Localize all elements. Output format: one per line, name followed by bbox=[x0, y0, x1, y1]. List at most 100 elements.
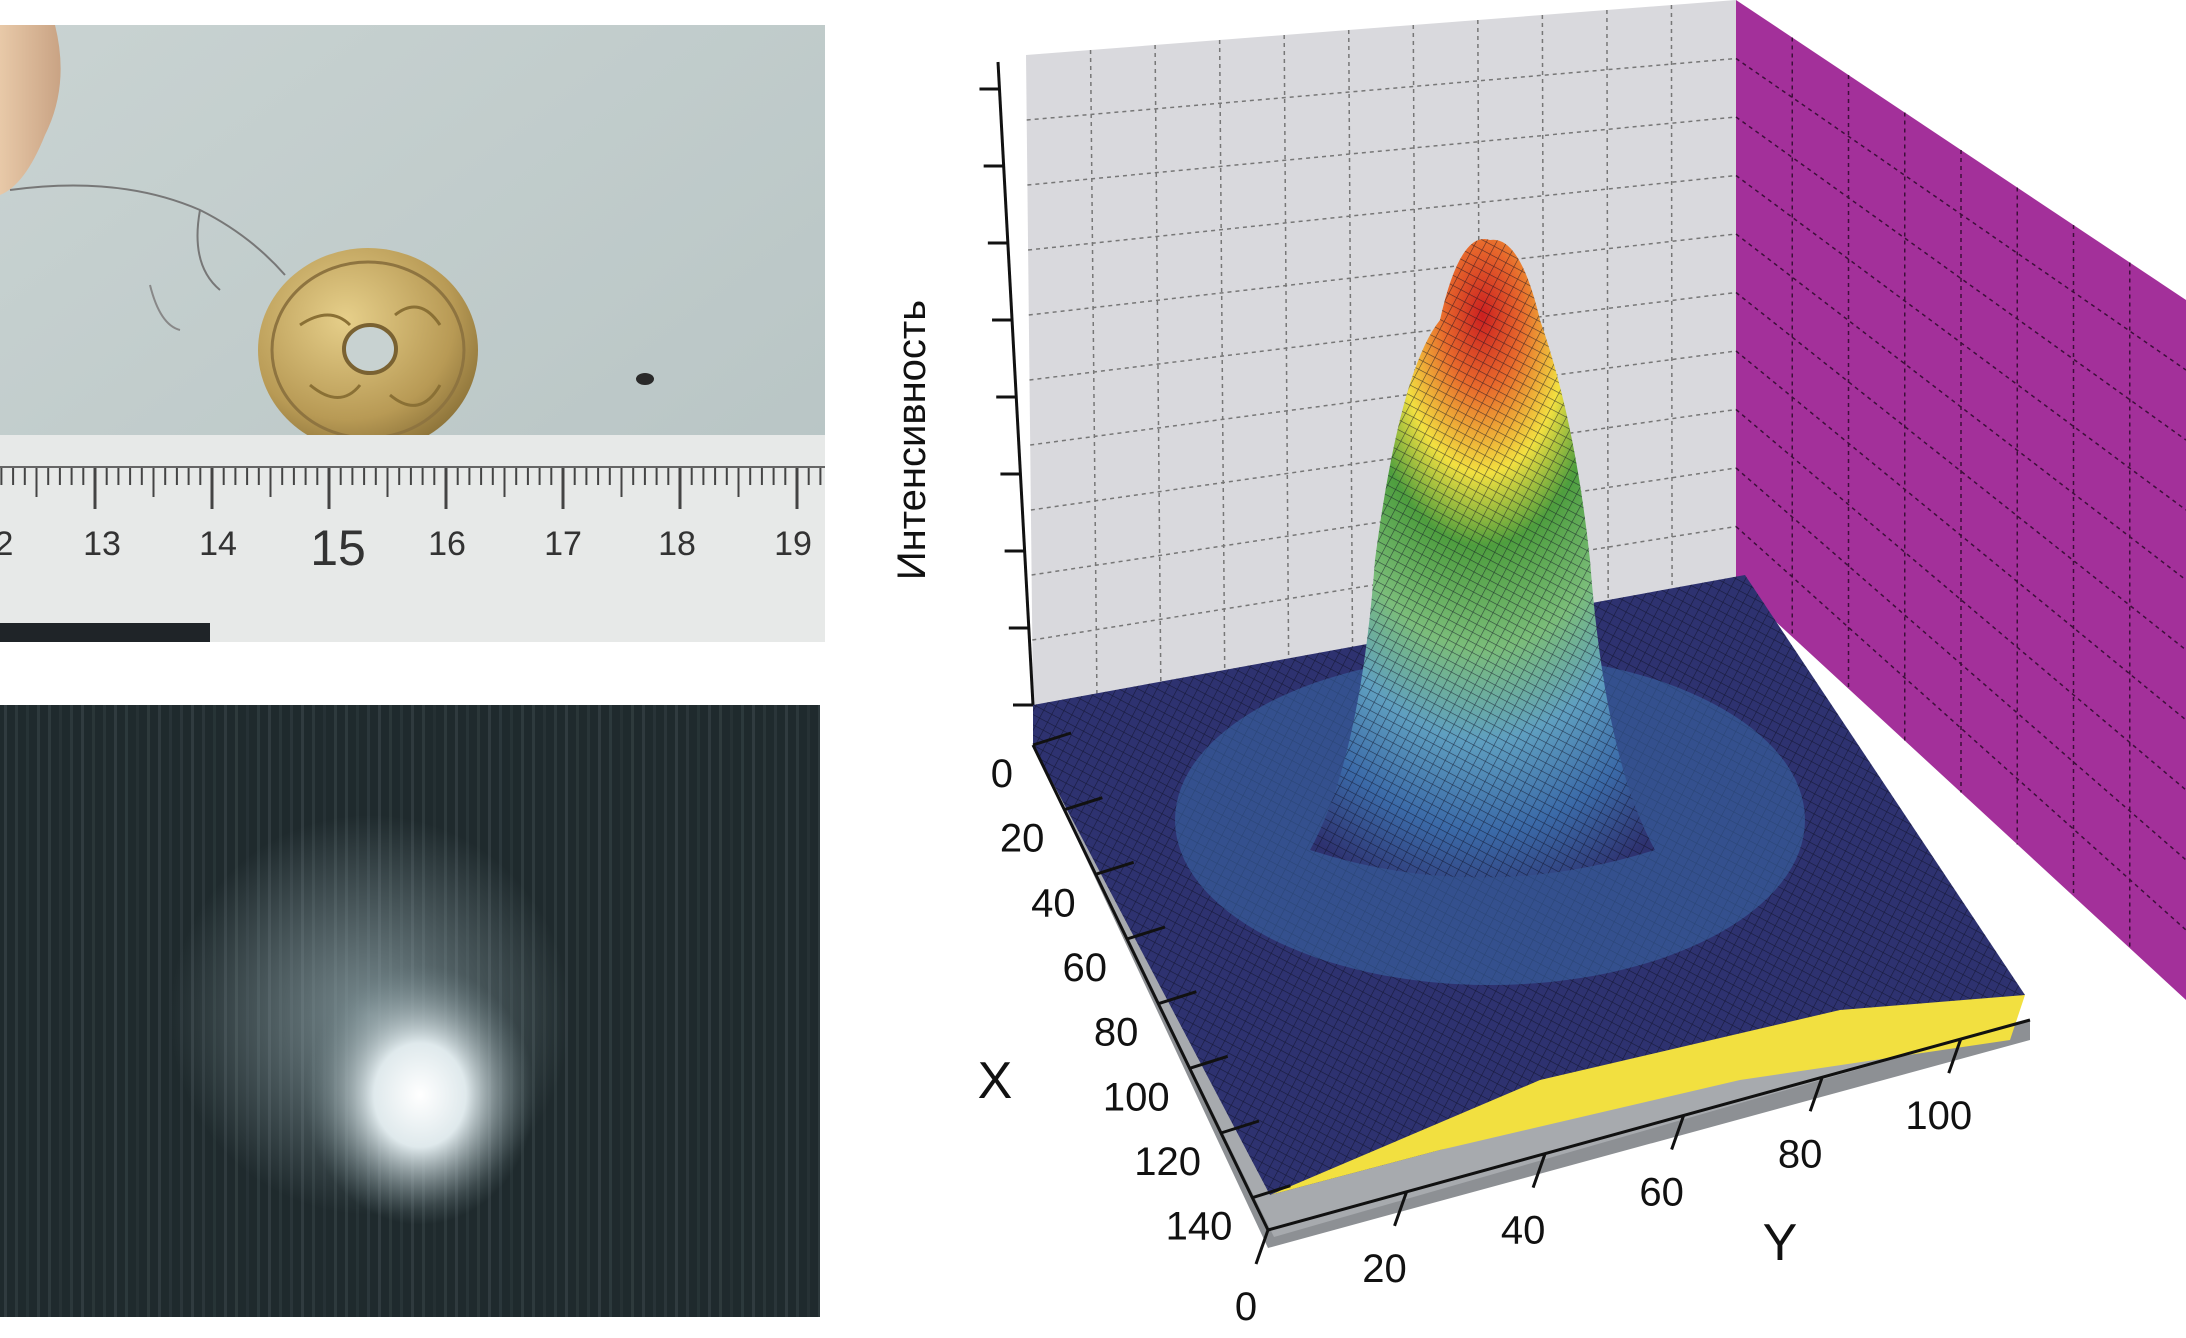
peak-mesh bbox=[1310, 239, 1655, 878]
sensor-stripe bbox=[576, 705, 579, 1317]
sensor-stripe bbox=[26, 705, 29, 1317]
surface-ridge bbox=[1270, 995, 2025, 1195]
back-grid-line bbox=[1030, 350, 1737, 446]
sensor-stripe bbox=[609, 705, 612, 1317]
back-grid-line bbox=[1026, 57, 1737, 121]
back-grid-line bbox=[1606, 9, 1609, 607]
sensor-stripe bbox=[114, 705, 117, 1317]
z-axis bbox=[979, 61, 1035, 707]
ruler-shadow bbox=[0, 623, 210, 642]
back-grid-line bbox=[1030, 408, 1737, 511]
sensor-stripe bbox=[697, 705, 700, 1317]
coin bbox=[258, 248, 478, 452]
y-axis-tick bbox=[1254, 1229, 1270, 1265]
sensor-stripe bbox=[664, 705, 667, 1317]
back-grid-line bbox=[1028, 174, 1737, 251]
y-axis-tick-label: 20 bbox=[1362, 1247, 1407, 1291]
y-axis-label: Y bbox=[1763, 1214, 1798, 1272]
intensity-surface-chart: Интенсивность 0 20 40 60 80 100 120 140 X 0 20 40… bbox=[840, 0, 2186, 1338]
x-axis-tick-label: 0 bbox=[991, 752, 1013, 796]
y-axis-tick bbox=[1531, 1153, 1547, 1189]
sensor-stripe bbox=[741, 705, 744, 1317]
y-axis-tick bbox=[1670, 1114, 1686, 1150]
ruler-label: 14 bbox=[199, 525, 237, 563]
x-axis-tick-label: 140 bbox=[1166, 1205, 1233, 1249]
sensor-stripe bbox=[136, 705, 139, 1317]
y-axis-tick-label: 100 bbox=[1905, 1094, 1972, 1138]
y-axis-tick bbox=[1808, 1076, 1824, 1112]
y-axis-line bbox=[1267, 1018, 2031, 1232]
sensor-stripe bbox=[642, 705, 645, 1317]
x-axis-tick-label: 40 bbox=[1031, 881, 1076, 925]
sensor-stripe bbox=[796, 705, 799, 1317]
ruler-label: 18 bbox=[658, 525, 696, 563]
sensor-stripe bbox=[92, 705, 95, 1317]
sensor-stripe bbox=[818, 705, 820, 1317]
x-axis-ticks bbox=[1032, 731, 1291, 1200]
x-axis-tick-label: 80 bbox=[1094, 1011, 1139, 1055]
back-grid-line bbox=[1670, 4, 1673, 596]
y-axis-tick-label: 60 bbox=[1639, 1170, 1684, 1214]
y-axis-tick-label: 0 bbox=[1235, 1285, 1257, 1329]
ruler bbox=[0, 435, 825, 642]
back-grid-line bbox=[1031, 467, 1737, 576]
x-axis-tick bbox=[1095, 860, 1135, 876]
y-axis-tick-label: 80 bbox=[1778, 1132, 1823, 1176]
fiber-end bbox=[149, 284, 181, 331]
x-axis-tick bbox=[1157, 990, 1197, 1006]
x-axis-tick bbox=[1063, 796, 1103, 812]
x-axis-tick bbox=[1189, 1054, 1229, 1070]
sensor-stripe bbox=[719, 705, 722, 1317]
side-grid-line bbox=[1735, 350, 2186, 721]
sensor-stripe bbox=[15, 705, 18, 1317]
y-axis-tick bbox=[1393, 1191, 1408, 1227]
x-axis-tick bbox=[1251, 1184, 1291, 1200]
back-grid-line bbox=[1029, 291, 1737, 381]
z-axis-label: Интенсивность bbox=[890, 300, 934, 580]
z-axis-line bbox=[996, 61, 1035, 706]
y-axis-tick-label: 40 bbox=[1501, 1209, 1546, 1253]
ruler-label: 15 bbox=[310, 520, 366, 576]
x-axis-tick bbox=[1220, 1119, 1260, 1135]
sensor-stripe bbox=[807, 705, 810, 1317]
x-axis-tick bbox=[1032, 731, 1072, 747]
sensor-stripe bbox=[752, 705, 755, 1317]
optical-fiber-loop bbox=[196, 209, 221, 291]
sensor-stripe bbox=[708, 705, 711, 1317]
beam-spot-image bbox=[0, 705, 820, 1317]
back-grid-line bbox=[1028, 233, 1737, 316]
sensor-stripe bbox=[631, 705, 634, 1317]
x-axis-line bbox=[1031, 744, 1270, 1231]
sensor-stripe bbox=[70, 705, 73, 1317]
back-grid-line bbox=[1032, 525, 1737, 641]
side-grid-line bbox=[1735, 467, 2186, 861]
side-grid-line bbox=[1735, 233, 2186, 581]
sensor-stripe bbox=[147, 705, 150, 1317]
sensor-stripe bbox=[763, 705, 766, 1317]
sensor-stripe bbox=[686, 705, 689, 1317]
sensor-stripe bbox=[4, 705, 7, 1317]
x-axis-tick-label: 120 bbox=[1134, 1140, 1201, 1184]
sensor-stripe bbox=[653, 705, 656, 1317]
sensor-stripe bbox=[620, 705, 623, 1317]
thumb bbox=[0, 25, 61, 195]
sensor-stripe bbox=[785, 705, 788, 1317]
beam-core bbox=[305, 965, 535, 1225]
x-axis-tick-labels: 0 20 40 60 80 100 120 140 bbox=[991, 752, 1233, 1249]
sensor-stripe bbox=[774, 705, 777, 1317]
x-axis-tick bbox=[1126, 925, 1166, 941]
back-grid-line bbox=[1154, 44, 1162, 684]
y-axis-tick-labels: 0 20 40 60 80 100 bbox=[1235, 1094, 1972, 1329]
ruler-labels: 2 13 14 15 16 17 18 19 bbox=[0, 520, 812, 576]
x-axis-tick-label: 20 bbox=[1000, 817, 1045, 861]
y-axis-tick bbox=[1947, 1038, 1963, 1074]
sensor-stripe bbox=[675, 705, 678, 1317]
sensor-stripe bbox=[125, 705, 128, 1317]
fiber-photo: 2 13 14 15 16 17 18 19 bbox=[0, 25, 825, 642]
sensor-stripe bbox=[103, 705, 106, 1317]
sensor-stripe bbox=[37, 705, 40, 1317]
x-axis-tick-label: 60 bbox=[1063, 946, 1108, 990]
side-wall-grid bbox=[1735, 37, 2186, 949]
ruler-label: 19 bbox=[774, 525, 812, 563]
sensor-stripe bbox=[730, 705, 733, 1317]
